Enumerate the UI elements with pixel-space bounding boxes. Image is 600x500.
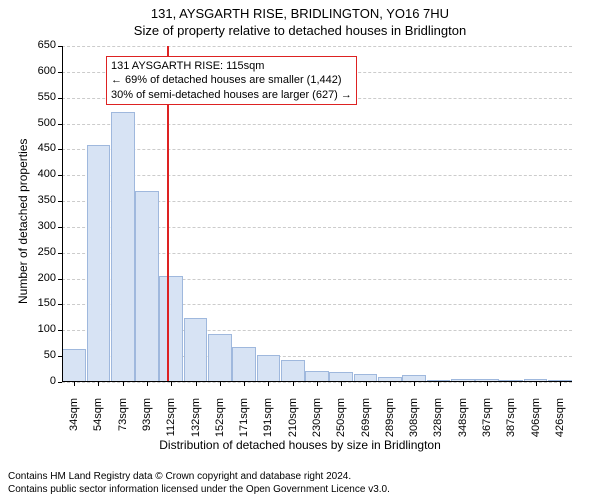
histogram-bar [135, 191, 159, 382]
y-tick-mark [58, 72, 62, 73]
x-tick-mark [196, 382, 197, 386]
chart-title-line1: 131, AYSGARTH RISE, BRIDLINGTON, YO16 7H… [0, 0, 600, 21]
footer: Contains HM Land Registry data © Crown c… [8, 471, 592, 496]
x-axis-label: Distribution of detached houses by size … [0, 438, 600, 452]
y-tick-label: 650 [28, 39, 56, 51]
footer-line1: Contains HM Land Registry data © Crown c… [8, 471, 592, 484]
x-tick-mark [414, 382, 415, 386]
histogram-bar [111, 112, 135, 382]
histogram-bar [257, 355, 281, 382]
annotation-line2: ← 69% of detached houses are smaller (1,… [111, 73, 352, 87]
y-tick-mark [58, 356, 62, 357]
x-tick-mark [244, 382, 245, 386]
y-tick-label: 450 [28, 142, 56, 154]
y-tick-mark [58, 330, 62, 331]
chart-title-line2: Size of property relative to detached ho… [0, 21, 600, 38]
histogram-bar [62, 349, 86, 382]
y-tick-label: 300 [28, 220, 56, 232]
x-tick-mark [74, 382, 75, 386]
y-tick-mark [58, 46, 62, 47]
y-tick-mark [58, 149, 62, 150]
x-tick-mark [438, 382, 439, 386]
y-axis-line [62, 46, 63, 382]
y-tick-mark [58, 279, 62, 280]
x-tick-mark [147, 382, 148, 386]
x-tick-mark [511, 382, 512, 386]
y-tick-mark [58, 124, 62, 125]
histogram-bar [87, 145, 111, 382]
x-tick-mark [463, 382, 464, 386]
x-tick-mark [171, 382, 172, 386]
x-tick-mark [123, 382, 124, 386]
y-tick-label: 550 [28, 91, 56, 103]
footer-line2: Contains public sector information licen… [8, 484, 592, 497]
y-axis-label: Number of detached properties [16, 139, 30, 304]
plot-area: 131 AYSGARTH RISE: 115sqm ← 69% of detac… [62, 46, 572, 382]
y-tick-label: 200 [28, 272, 56, 284]
x-tick-mark [268, 382, 269, 386]
y-tick-label: 600 [28, 65, 56, 77]
y-tick-mark [58, 201, 62, 202]
y-tick-label: 350 [28, 194, 56, 206]
y-tick-mark [58, 175, 62, 176]
x-tick-mark [390, 382, 391, 386]
y-tick-label: 250 [28, 246, 56, 258]
x-tick-mark [536, 382, 537, 386]
y-tick-mark [58, 253, 62, 254]
annotation-box: 131 AYSGARTH RISE: 115sqm ← 69% of detac… [106, 56, 357, 105]
y-tick-mark [58, 304, 62, 305]
y-tick-mark [58, 98, 62, 99]
y-tick-label: 0 [28, 375, 56, 387]
y-tick-label: 400 [28, 168, 56, 180]
y-tick-label: 150 [28, 297, 56, 309]
histogram-bar [208, 334, 232, 382]
x-tick-mark [98, 382, 99, 386]
x-tick-mark [366, 382, 367, 386]
histogram-bar [184, 318, 208, 382]
x-tick-mark [220, 382, 221, 386]
x-tick-mark [317, 382, 318, 386]
histogram-bar [159, 276, 183, 382]
x-tick-mark [487, 382, 488, 386]
histogram-bar [281, 360, 305, 382]
y-tick-label: 50 [28, 349, 56, 361]
x-tick-mark [341, 382, 342, 386]
y-tick-label: 500 [28, 117, 56, 129]
x-tick-mark [293, 382, 294, 386]
y-tick-mark [58, 382, 62, 383]
x-tick-mark [560, 382, 561, 386]
annotation-line1: 131 AYSGARTH RISE: 115sqm [111, 59, 352, 73]
histogram-bar [232, 347, 256, 382]
y-tick-label: 100 [28, 323, 56, 335]
y-tick-mark [58, 227, 62, 228]
annotation-line3: 30% of semi-detached houses are larger (… [111, 88, 352, 102]
